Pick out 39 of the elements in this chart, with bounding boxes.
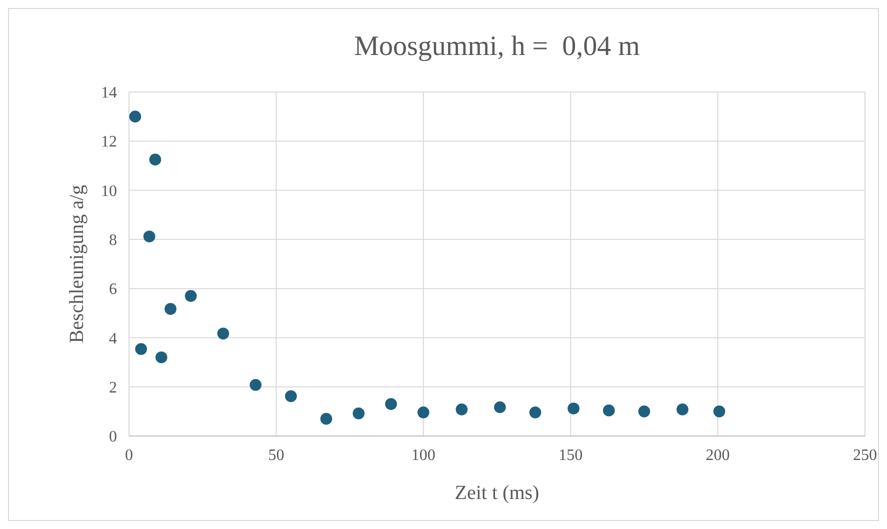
- point: [676, 404, 688, 416]
- chart-title: Moosgummi, h = 0,04 m: [354, 31, 640, 62]
- y-axis-title: Beschleunigung a/g: [66, 184, 88, 344]
- y-tick-label: 6: [109, 281, 117, 298]
- point: [184, 290, 197, 302]
- y-tick-label: 2: [109, 379, 117, 396]
- y-tick-label: 4: [109, 330, 117, 348]
- point: [352, 407, 365, 420]
- x-tick-label: 0: [125, 447, 133, 464]
- point: [164, 303, 176, 315]
- y-tick-label: 10: [101, 182, 117, 200]
- point: [320, 412, 332, 425]
- point: [568, 402, 580, 414]
- point: [713, 406, 726, 418]
- y-tick-label: 8: [109, 232, 117, 250]
- point: [143, 230, 156, 242]
- y-tick-label: 14: [101, 84, 117, 102]
- point: [149, 154, 162, 166]
- point: [250, 378, 262, 391]
- x-tick-label: 200: [706, 447, 730, 464]
- point: [217, 328, 230, 340]
- y-tick-label: 0: [109, 428, 117, 446]
- x-tick-label: 100: [411, 447, 436, 464]
- x-tick-label: 250: [853, 447, 877, 464]
- point: [417, 406, 430, 418]
- point: [129, 110, 142, 122]
- point: [494, 401, 506, 414]
- point: [456, 404, 468, 416]
- point: [135, 343, 147, 355]
- point: [602, 404, 615, 416]
- y-tick-label: 12: [101, 134, 117, 151]
- point: [638, 406, 650, 418]
- point: [385, 398, 397, 410]
- point: [155, 351, 168, 364]
- x-tick-label: 50: [268, 447, 284, 464]
- point: [529, 406, 542, 418]
- x-tick-label: 150: [558, 447, 583, 464]
- x-axis-title: Zeit t (ms): [454, 482, 540, 504]
- point: [285, 390, 297, 402]
